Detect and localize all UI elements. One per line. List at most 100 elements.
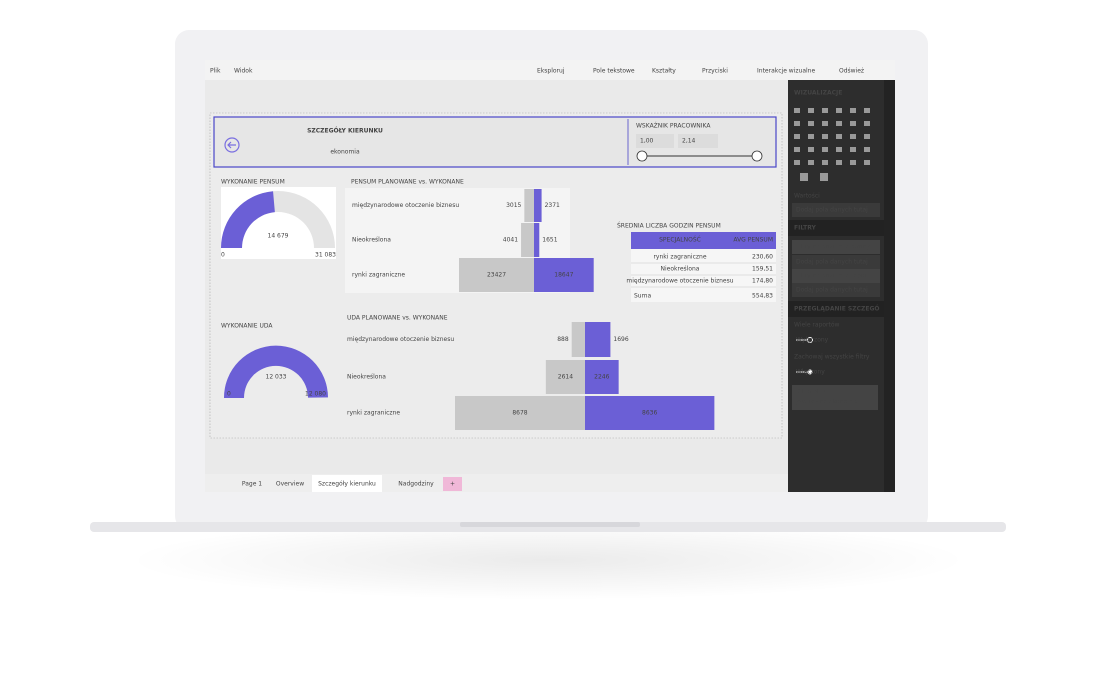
gauge-min: 0 <box>221 252 225 259</box>
gauge-title: WYKONANIE PENSUM <box>221 179 285 186</box>
filter-box[interactable] <box>792 269 880 283</box>
table-cell: 230,60 <box>752 254 773 261</box>
bar-label: 1651 <box>542 237 557 244</box>
report-subtitle: ekonomia <box>330 149 360 156</box>
gauge-min: 0 <box>227 391 231 398</box>
drop-hint: Dodaj pola danych tutaj <box>796 207 868 214</box>
pane-title: WIZUALIZACJE <box>794 90 842 97</box>
bar-label: 8678 <box>512 410 527 417</box>
bar-planned <box>524 189 534 222</box>
slider-handle[interactable] <box>751 150 763 162</box>
tab-active <box>312 475 382 492</box>
add-icon: + <box>450 481 455 488</box>
bar-planned <box>521 223 534 257</box>
gauge-value <box>221 191 275 248</box>
toggle-label: Włączony <box>796 369 825 376</box>
chart-title: UDA PLANOWANE vs. WYKONANE <box>347 315 448 322</box>
menu-item[interactable]: Widok <box>234 68 253 75</box>
drop-box[interactable] <box>792 283 880 297</box>
tab[interactable]: Nadgodziny <box>398 481 434 488</box>
menu-item[interactable]: Odśwież <box>839 68 864 75</box>
bar-label: 23427 <box>487 272 506 279</box>
shadow <box>128 520 968 600</box>
bar-planned <box>545 360 585 394</box>
toggle-label: Wyłączony <box>796 337 829 344</box>
drop-box[interactable] <box>792 255 880 269</box>
bar-planned <box>571 322 585 357</box>
menu-item[interactable]: Pole tekstowe <box>593 68 635 75</box>
bar-label: 4041 <box>503 237 518 244</box>
filter-condition: jest równa ekonomia <box>795 399 859 406</box>
slider-handle[interactable] <box>636 150 648 162</box>
tab[interactable]: Szczegóły kierunku <box>318 481 376 488</box>
slicer-value[interactable]: 2,14 <box>682 138 696 145</box>
gauge-value-label: 14 679 <box>268 233 289 240</box>
menu-bar <box>205 60 895 80</box>
pane-label: Wartości <box>794 193 820 200</box>
category-label: międzynarodowe otoczenie biznesu <box>352 202 459 209</box>
report-title: SZCZEGÓŁY KIERUNKU <box>307 128 383 135</box>
menu-item[interactable]: Eksploruj <box>537 68 565 75</box>
category-label: Nieokreślona <box>352 237 391 244</box>
filter-card[interactable] <box>792 385 878 410</box>
slicer-title: WSKAŹNIK PRACOWNIKA <box>636 122 711 130</box>
column-header: AVG PENSUM <box>733 237 773 244</box>
slicer-value[interactable]: 1,00 <box>640 138 654 145</box>
pane-title: FILTRY <box>794 225 817 232</box>
category-label: rynki zagraniczne <box>347 410 400 417</box>
bar-label: 8636 <box>642 410 657 417</box>
gauge-value <box>223 345 328 398</box>
pane-label: Zachowaj wszystkie filtry <box>794 354 870 361</box>
bar-done <box>585 396 715 430</box>
chart-title: PENSUM PLANOWANE vs. WYKONANE <box>351 179 464 186</box>
tab[interactable]: Overview <box>276 481 304 488</box>
column-header: SPECJALNOŚĆ <box>659 237 701 244</box>
back-arrow <box>227 141 236 149</box>
table-cell: Nieokreślona <box>661 266 700 273</box>
menu-item[interactable]: Plik <box>210 68 221 75</box>
menu-item[interactable]: Kształty <box>652 68 676 75</box>
slicer-box[interactable] <box>678 134 718 148</box>
table-title: ŚREDNIA LICZBA GODZIN PENSUM <box>617 223 721 230</box>
pane-label: Wiele raportów <box>794 322 840 329</box>
gauge-max: 12 080 <box>305 391 326 398</box>
drop-box[interactable] <box>792 203 880 217</box>
pane-header <box>788 301 884 317</box>
gauge-title: WYKONANIE UDA <box>221 323 273 330</box>
filter-field: KIERUNEK <box>796 389 827 396</box>
menu-item[interactable]: Przyciski <box>702 68 728 75</box>
filter-box[interactable] <box>792 240 880 254</box>
bar-label: 888 <box>557 336 569 343</box>
back-button[interactable] <box>224 137 240 153</box>
bar-done <box>585 322 611 357</box>
category-label: rynki zagraniczne <box>352 272 405 279</box>
gauge-value-label: 12 033 <box>266 374 287 381</box>
table-cell: międzynarodowe otoczenie biznesu <box>626 278 733 285</box>
laptop-notch <box>460 522 640 527</box>
bar-label: 2246 <box>594 374 609 381</box>
bar-done <box>534 258 594 292</box>
slicer-box[interactable] <box>636 134 674 148</box>
table-cell: 174,80 <box>752 278 773 285</box>
filter-label[interactable]: Filtry na poziomie strony <box>796 244 870 251</box>
bar-label: 1696 <box>613 336 628 343</box>
toggle-knob[interactable] <box>807 337 813 343</box>
category-label: Nieokreślona <box>347 374 386 381</box>
bar-planned <box>459 258 534 292</box>
table-total: Suma <box>634 293 651 300</box>
bar-label: 2371 <box>545 202 560 209</box>
filter-label[interactable]: Filtry na poziomie raportu <box>796 273 874 280</box>
drop-hint: Dodaj pola danych tutaj <box>796 287 868 294</box>
bar-done <box>585 360 619 394</box>
pane-header <box>788 220 884 236</box>
toggle-knob[interactable] <box>807 369 813 375</box>
menu-item[interactable]: Interakcje wizualne <box>757 68 815 75</box>
bar-done <box>534 189 542 222</box>
tab[interactable]: Page 1 <box>242 481 262 488</box>
add-tab[interactable] <box>443 477 462 491</box>
drop-hint: Dodaj pola danych tutaj <box>796 259 868 266</box>
table-total: 554,83 <box>752 293 773 300</box>
category-label: międzynarodowe otoczenie biznesu <box>347 336 454 343</box>
